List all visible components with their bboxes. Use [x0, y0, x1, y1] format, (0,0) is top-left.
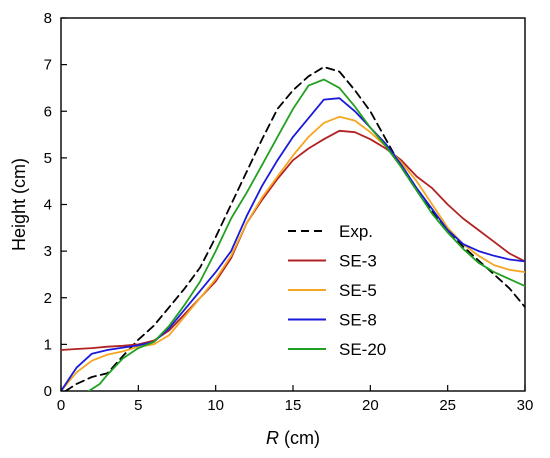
- y-tick-label: 6: [44, 103, 52, 120]
- y-axis-title: Height (cm): [9, 158, 29, 251]
- series-line-se-8: [61, 97, 525, 391]
- y-tick-label: 4: [44, 197, 52, 214]
- legend: Exp. SE-3 SE-5 SE-8 SE-20: [288, 222, 386, 359]
- legend-label-se-8: SE-8: [339, 311, 377, 330]
- x-axis-title-unit: (cm): [279, 428, 320, 448]
- legend-label-se-3: SE-3: [339, 252, 377, 271]
- x-tick-label: 0: [57, 397, 65, 414]
- plot-area: 0 5 10 15 20 25 30 0 1 2 3 4 5 6 7 8: [44, 10, 534, 414]
- ticks-layer: 0 5 10 15 20 25 30 0 1 2 3 4 5 6 7 8: [44, 10, 534, 414]
- x-tick-label: 30: [517, 397, 534, 414]
- legend-label-se-20: SE-20: [339, 340, 386, 359]
- y-tick-label: 7: [44, 57, 52, 74]
- x-tick-label: 10: [207, 397, 224, 414]
- y-tick-label: 2: [44, 290, 52, 307]
- y-tick-label: 8: [44, 10, 52, 27]
- y-tick-label: 1: [44, 336, 52, 353]
- series-line-exp: [64, 66, 525, 391]
- x-tick-label: 25: [439, 397, 456, 414]
- x-tick-label: 5: [134, 397, 142, 414]
- y-tick-label: 0: [44, 383, 52, 400]
- series-line-se-20: [87, 78, 525, 391]
- x-axis-title: R (cm): [266, 428, 320, 448]
- y-tick-label: 3: [44, 243, 52, 260]
- series-line-se-5: [61, 115, 525, 391]
- x-axis-title-symbol: R: [266, 428, 279, 448]
- legend-label-se-5: SE-5: [339, 281, 377, 300]
- series-layer: [61, 66, 525, 391]
- x-tick-label: 20: [362, 397, 379, 414]
- x-tick-label: 15: [285, 397, 302, 414]
- y-tick-label: 5: [44, 150, 52, 167]
- legend-label-exp: Exp.: [339, 222, 373, 241]
- plot-frame: [60, 17, 526, 392]
- axis-titles: Height (cm) R (cm): [9, 158, 320, 448]
